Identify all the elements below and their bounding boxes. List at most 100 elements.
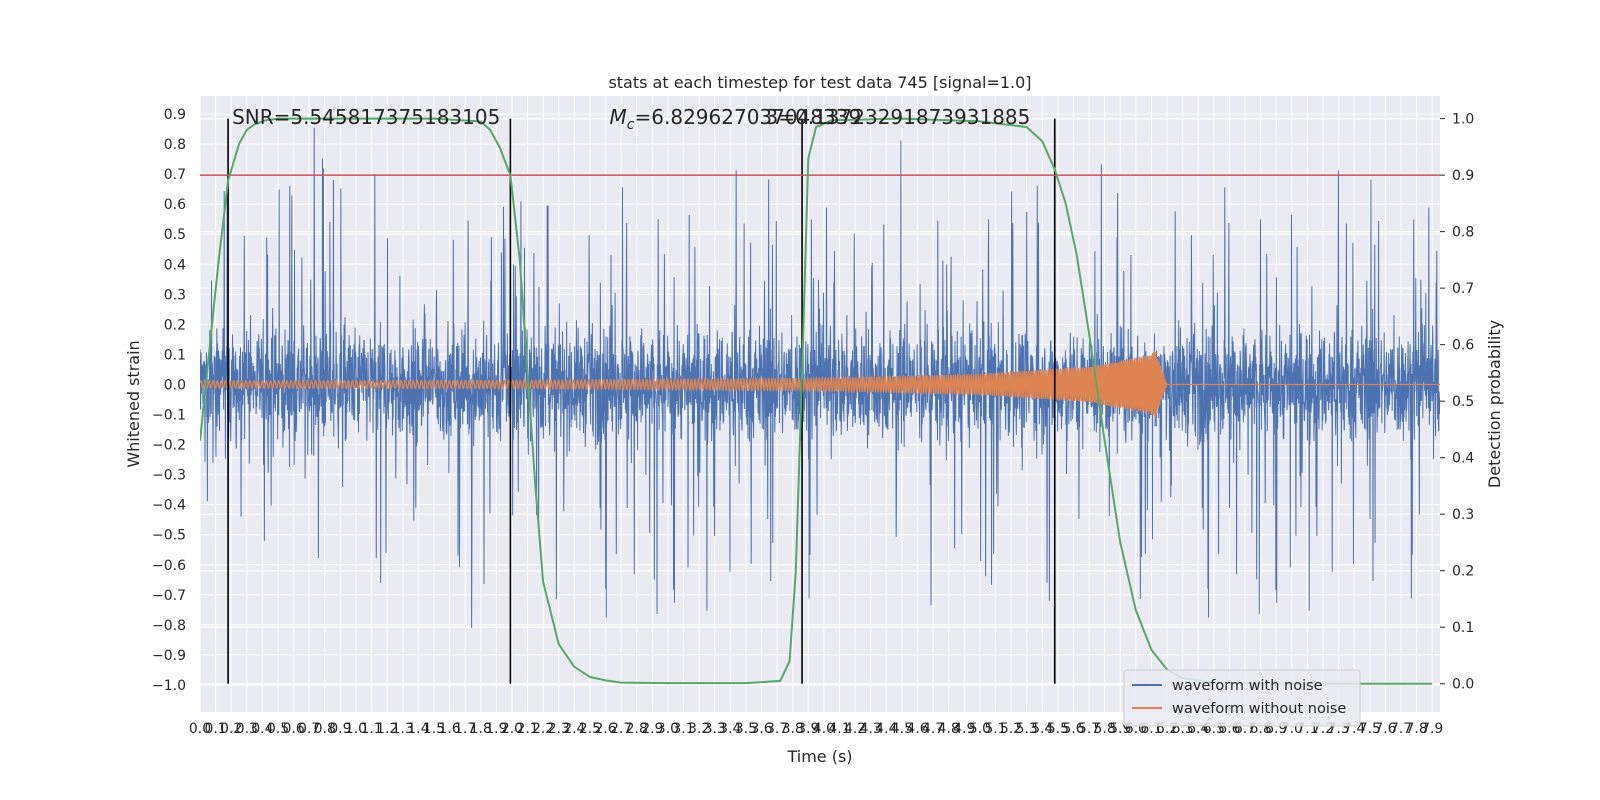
x-tick-label: 2.0	[501, 721, 523, 737]
y-tick-label: −0.4	[152, 498, 186, 514]
x-tick-label: 4.3	[860, 721, 882, 737]
y-tick-label: −0.8	[152, 618, 186, 634]
x-tick-label: 5.6	[1062, 721, 1084, 737]
annotation-chirp-mass: Mc=6.829627037048339	[610, 105, 862, 133]
x-tick-label: 0.1	[204, 721, 226, 737]
y-tick-label: −0.1	[152, 408, 186, 424]
y-tick-label: 0.2	[164, 317, 186, 333]
x-tick-label: 3.3	[704, 721, 726, 737]
y-tick-label: 0.7	[164, 167, 186, 183]
x-tick-label: 2.1	[516, 721, 538, 737]
x-tick-label: 3.2	[688, 721, 710, 737]
x-tick-label: 3.4	[719, 721, 741, 737]
y-tick-label: 0.9	[164, 107, 186, 123]
y-tick-label: −0.7	[152, 588, 186, 604]
series-waveform-without-noise	[200, 350, 1440, 419]
y2-tick-label: 0.8	[1452, 225, 1474, 241]
x-tick-label: 4.2	[844, 721, 866, 737]
x-tick-label: 1.2	[376, 721, 398, 737]
x-tick-label: 4.5	[891, 721, 913, 737]
x-tick-label: 3.7	[766, 721, 788, 737]
y-tick-label: 0.6	[164, 197, 186, 213]
x-tick-label: 5.7	[1078, 721, 1100, 737]
y-tick-label: 0.0	[164, 377, 186, 393]
legend-label-clean: waveform without noise	[1172, 701, 1346, 717]
x-tick-label: 3.1	[672, 721, 694, 737]
x-tick-label: 0.0	[189, 721, 211, 737]
x-tick-label: 5.8	[1094, 721, 1116, 737]
noise-trace	[200, 127, 1440, 629]
chart-title: stats at each timestep for test data 745…	[608, 73, 1031, 92]
x-tick-label: 1.6	[438, 721, 460, 737]
y-tick-label: −0.2	[152, 438, 186, 454]
y-tick-label: 0.3	[164, 287, 186, 303]
y2-tick-label: 0.0	[1452, 677, 1474, 693]
y-tick-label: −0.6	[152, 558, 186, 574]
x-tick-label: 5.2	[1000, 721, 1022, 737]
x-tick-label: 3.0	[657, 721, 679, 737]
x-tick-label: 5.5	[1047, 721, 1069, 737]
y2-tick-label: 0.2	[1452, 564, 1474, 580]
y2-tick-label: 1.0	[1452, 112, 1474, 128]
y-tick-label: 0.8	[164, 137, 186, 153]
x-tick-label: 0.8	[314, 721, 336, 737]
x-tick-label: 0.6	[282, 721, 304, 737]
x-tick-label: 1.7	[454, 721, 476, 737]
series-waveform-with-noise	[200, 127, 1440, 629]
x-tick-label: 7.9	[1421, 721, 1443, 737]
x-tick-label: 2.5	[579, 721, 601, 737]
x-tick-label: 7.5	[1359, 721, 1381, 737]
y2-tick-label: 0.1	[1452, 620, 1474, 636]
x-tick-label: 0.7	[298, 721, 320, 737]
y-axis-label: Whitened strain	[124, 340, 143, 467]
x-tick-label: 4.9	[953, 721, 975, 737]
x-tick-label: 3.8	[782, 721, 804, 737]
y-axis-ticks: 0.9 0.8 0.7 0.6 0.5 0.4 0.3 0.2 0.1 0.0 −0.1 −0.2 −0…	[152, 107, 186, 694]
x-tick-label: 3.6	[750, 721, 772, 737]
probability-trace	[200, 117, 1433, 685]
x-tick-label: 5.1	[984, 721, 1006, 737]
x-tick-label: 1.1	[360, 721, 382, 737]
x-tick-label: 4.8	[938, 721, 960, 737]
x-tick-label: 4.1	[828, 721, 850, 737]
x-tick-label: 2.4	[563, 721, 585, 737]
x-tick-label: 1.3	[392, 721, 414, 737]
x-tick-label: 1.4	[407, 721, 429, 737]
x-tick-label: 1.9	[485, 721, 507, 737]
y2-tick-label: 0.6	[1452, 338, 1474, 354]
x-tick-label: 4.7	[922, 721, 944, 737]
x-tick-label: 7.7	[1390, 721, 1412, 737]
series-detection-probability	[200, 117, 1433, 685]
x-tick-label: 5.3	[1016, 721, 1038, 737]
x-tick-label: 3.9	[797, 721, 819, 737]
y2-axis-ticks: 1.0 0.9 0.8 0.7 0.6 0.5 0.4 0.3 0.2 0.1 0.0	[1440, 112, 1474, 693]
x-tick-label: 2.7	[610, 721, 632, 737]
x-tick-label: 5.4	[1031, 721, 1053, 737]
legend-label-noise: waveform with noise	[1172, 678, 1323, 694]
x-tick-label: 0.5	[267, 721, 289, 737]
x-tick-label: 3.5	[735, 721, 757, 737]
y-tick-label: 0.4	[164, 257, 186, 273]
x-tick-label: 2.2	[532, 721, 554, 737]
x-tick-label: 2.9	[641, 721, 663, 737]
x-tick-label: 2.3	[548, 721, 570, 737]
x-tick-label: 2.6	[594, 721, 616, 737]
y2-tick-label: 0.7	[1452, 281, 1474, 297]
x-tick-label: 5.0	[969, 721, 991, 737]
x-tick-label: 2.8	[626, 721, 648, 737]
x-axis-label: Time (s)	[786, 747, 852, 766]
x-tick-label: 4.4	[875, 721, 897, 737]
y-tick-label: 0.5	[164, 227, 186, 243]
legend: waveform with noise waveform without noi…	[1123, 669, 1361, 727]
x-tick-label: 7.6	[1374, 721, 1396, 737]
annotations: SNR=5.545817375183105 Mc=6.82962703704833…	[232, 105, 1030, 133]
x-tick-label: 7.8	[1405, 721, 1427, 737]
x-tick-label: 0.9	[329, 721, 351, 737]
legend-box	[1123, 669, 1361, 727]
y-tick-label: −0.3	[152, 468, 186, 484]
y-tick-label: −0.9	[152, 648, 186, 664]
y2-tick-label: 0.4	[1452, 451, 1474, 467]
x-tick-label: 0.4	[251, 721, 273, 737]
annotation-ratio: 3=0.13723291873931885	[766, 105, 1031, 129]
